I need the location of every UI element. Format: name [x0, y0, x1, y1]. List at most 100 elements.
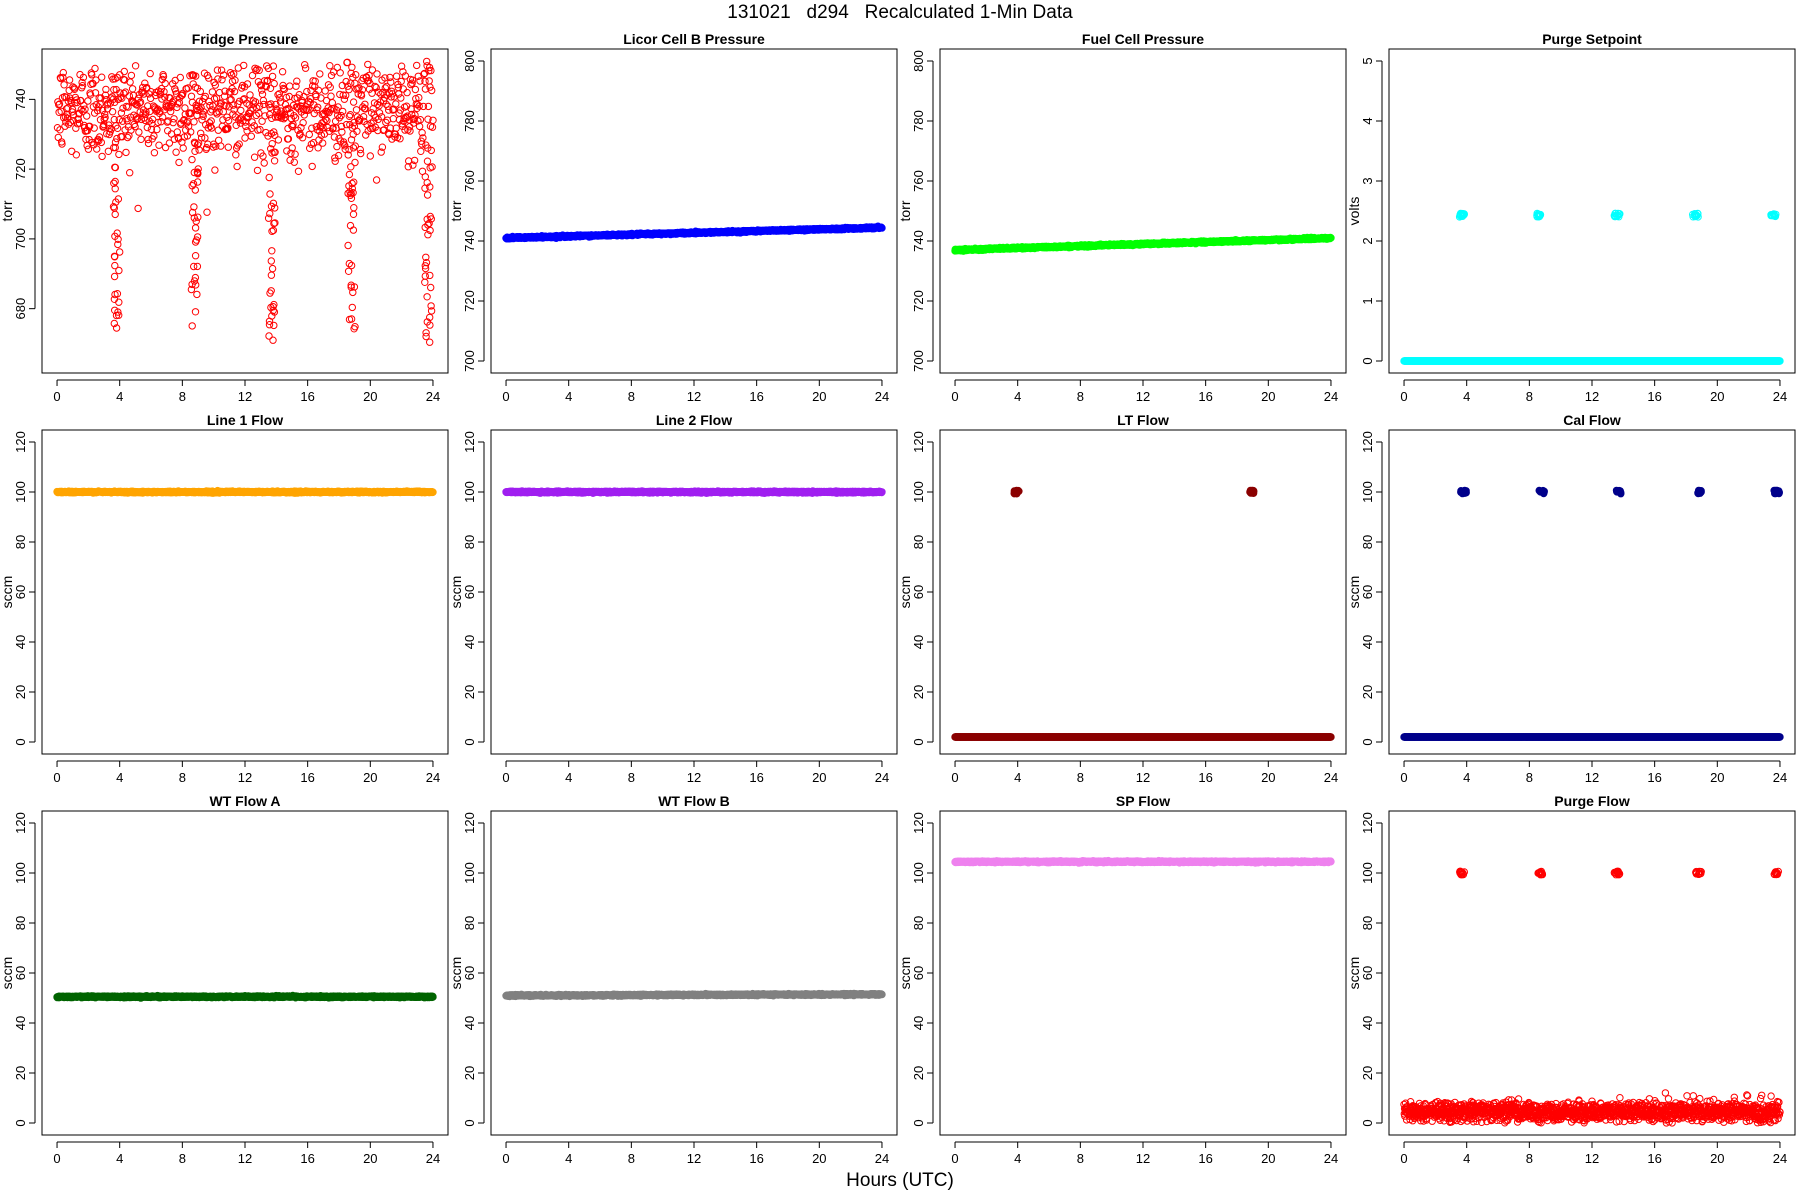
data-point	[301, 60, 309, 69]
data-point	[387, 78, 395, 86]
data-point	[173, 128, 182, 136]
data-point	[312, 92, 320, 101]
data-point	[268, 140, 276, 148]
data-point	[191, 147, 199, 156]
data-point	[201, 134, 209, 142]
data-point	[362, 131, 370, 139]
data-point	[100, 120, 108, 129]
data-point	[424, 115, 432, 123]
data-point	[259, 96, 268, 105]
data-point	[283, 147, 291, 155]
y-tick-label: 720	[911, 290, 926, 312]
x-tick-label: 0	[502, 389, 509, 404]
data-point	[222, 102, 230, 110]
data-point	[86, 91, 95, 99]
data-point	[60, 81, 68, 89]
data-point	[207, 117, 215, 125]
data-point	[366, 152, 374, 160]
data-point	[359, 113, 368, 121]
data-point	[153, 125, 161, 134]
data-point	[415, 93, 423, 102]
data-point	[191, 186, 200, 194]
x-tick-label: 24	[426, 389, 440, 404]
data-point	[382, 82, 391, 91]
data-point	[255, 102, 264, 111]
y-axis-label: torr	[0, 200, 15, 221]
data-point	[352, 71, 360, 79]
y-tick-label: 720	[13, 158, 28, 180]
data-point	[98, 73, 106, 81]
data-point	[327, 92, 335, 100]
data-points	[502, 222, 886, 243]
y-tick-label: 740	[13, 89, 28, 111]
data-point	[338, 81, 346, 90]
data-point	[110, 179, 118, 188]
panel-title: Fuel Cell Pressure	[1082, 31, 1204, 47]
data-point	[429, 116, 437, 125]
data-point	[421, 278, 429, 286]
data-point	[109, 203, 118, 211]
data-point	[172, 148, 180, 156]
data-point	[191, 224, 200, 232]
data-point	[358, 86, 367, 94]
data-point	[131, 62, 140, 70]
data-point	[167, 107, 175, 116]
data-point	[113, 73, 121, 82]
data-point	[210, 140, 218, 148]
data-point	[346, 111, 354, 119]
data-point	[291, 114, 300, 122]
data-point	[193, 290, 201, 299]
data-point	[224, 143, 233, 151]
data-point	[324, 123, 332, 132]
data-point	[384, 102, 392, 111]
data-point	[230, 87, 239, 96]
data-point	[91, 89, 100, 97]
data-point	[422, 332, 430, 341]
y-tick-label: 680	[13, 298, 28, 320]
data-point	[192, 72, 200, 80]
data-point	[321, 115, 330, 124]
data-point	[299, 119, 307, 127]
y-tick-label: 760	[462, 170, 477, 192]
data-point	[348, 303, 356, 312]
data-point	[260, 100, 268, 109]
data-point	[291, 150, 299, 158]
data-point	[193, 262, 202, 271]
data-point	[218, 76, 226, 84]
data-point	[397, 94, 405, 102]
data-point	[197, 129, 205, 138]
panel-title: Fridge Pressure	[192, 31, 299, 47]
data-point	[199, 108, 208, 116]
data-point	[249, 104, 257, 112]
data-point	[112, 324, 121, 332]
data-point	[204, 140, 212, 148]
data-point	[61, 122, 69, 130]
data-point	[145, 90, 153, 98]
data-point	[211, 166, 219, 174]
data-points	[53, 57, 437, 346]
data-point	[80, 101, 88, 110]
data-point	[329, 124, 337, 132]
data-point	[53, 124, 62, 132]
data-point	[179, 144, 187, 152]
data-point	[206, 122, 215, 131]
data-point	[385, 89, 394, 97]
data-point	[214, 126, 223, 134]
data-point	[419, 134, 427, 142]
data-point	[194, 178, 202, 186]
data-point	[316, 70, 324, 78]
data-point	[413, 61, 421, 70]
x-axis: 0 4 8 12 16 20 24	[951, 379, 1338, 404]
data-point	[342, 120, 351, 129]
figure-title: 131021 d294 Recalculated 1-Min Data	[727, 2, 1073, 23]
data-point	[252, 66, 260, 75]
data-point	[175, 98, 184, 107]
data-point	[155, 141, 163, 149]
data-point	[70, 111, 78, 119]
data-point	[247, 132, 256, 140]
data-point	[195, 146, 203, 154]
data-point	[361, 100, 369, 109]
plot-frame	[490, 48, 898, 374]
data-point	[422, 329, 430, 337]
data-point	[298, 134, 307, 142]
